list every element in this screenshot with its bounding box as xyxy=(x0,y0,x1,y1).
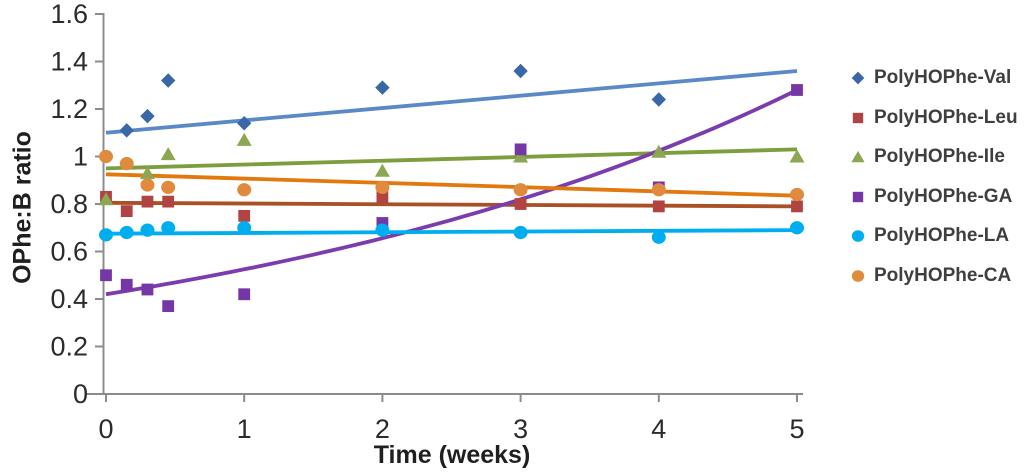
data-point-polyhophe-ga xyxy=(238,288,251,301)
data-point-polyhophe-leu xyxy=(791,200,803,213)
trend-line-polyhophe-ca xyxy=(105,172,798,198)
data-point-polyhophe-ga xyxy=(162,300,175,313)
data-point-polyhophe-ile xyxy=(236,132,252,146)
data-point-polyhophe-la xyxy=(161,221,176,235)
x-tick-label: 5 xyxy=(789,414,804,444)
data-point-polyhophe-la xyxy=(790,221,804,235)
data-point-polyhophe-la xyxy=(513,225,528,240)
data-point-polyhophe-leu xyxy=(120,205,133,218)
legend-marker-square-icon xyxy=(852,112,864,123)
data-point-polyhophe-ile xyxy=(513,149,529,163)
data-point-polyhophe-ga xyxy=(514,143,527,156)
data-point-polyhophe-ca xyxy=(99,149,113,164)
data-point-polyhophe-ca xyxy=(140,178,155,192)
data-point-polyhophe-val xyxy=(513,63,528,79)
data-point-polyhophe-ga xyxy=(100,269,112,282)
data-point-polyhophe-ca xyxy=(513,183,528,197)
legend-label: PolyHOPhe-CA xyxy=(874,264,1012,286)
data-point-polyhophe-ile xyxy=(651,144,667,158)
legend-label: PolyHOPhe-LA xyxy=(874,225,1010,246)
data-point-polyhophe-ca xyxy=(651,183,666,197)
data-point-polyhophe-leu xyxy=(141,195,154,208)
data-point-polyhophe-ca xyxy=(375,180,390,194)
y-tick-label: 0 xyxy=(73,379,88,409)
legend-item-polyhophe-ile: PolyHOPhe-Ile xyxy=(849,145,1018,169)
y-axis-title: OPhe:B ratio xyxy=(8,131,37,284)
data-point-polyhophe-ga xyxy=(791,84,803,96)
legend-marker-shape xyxy=(852,112,864,123)
data-point-polyhophe-ga xyxy=(120,278,133,291)
data-point-polyhophe-la xyxy=(99,228,113,242)
data-point-polyhophe-val xyxy=(651,92,666,107)
data-point-polyhophe-val xyxy=(160,73,176,88)
data-point-polyhophe-la xyxy=(119,225,134,240)
data-point-polyhophe-ca xyxy=(237,183,252,197)
data-point-polyhophe-la xyxy=(375,223,390,237)
legend-item-polyhophe-val: PolyHOPhe-Val xyxy=(849,66,1018,90)
y-tick-label: 1.2 xyxy=(50,94,88,124)
legend-label: PolyHOPhe-Val xyxy=(874,67,1012,88)
legend-label: PolyHOPhe-Leu xyxy=(874,106,1018,128)
legend-marker-shape xyxy=(851,269,865,282)
legend-marker-shape xyxy=(851,150,865,163)
legend-marker-circle-icon xyxy=(851,230,865,242)
data-point-polyhophe-leu xyxy=(162,195,175,208)
data-point-polyhophe-la xyxy=(237,221,252,235)
legend-marker-circle-icon xyxy=(851,269,865,282)
trend-line-polyhophe-val xyxy=(105,69,798,135)
legend-item-polyhophe-ca: PolyHOPhe-CA xyxy=(849,264,1018,288)
legend-label: PolyHOPhe-Ile xyxy=(874,146,1005,167)
x-tick-label: 2 xyxy=(375,414,390,444)
y-tick-label: 0.4 xyxy=(50,284,88,314)
trend-line-polyhophe-ga xyxy=(105,88,798,297)
legend: PolyHOPhe-Val PolyHOPhe-Leu PolyHOPhe-Ile P… xyxy=(849,66,1018,288)
data-point-polyhophe-la xyxy=(651,230,666,244)
data-point-polyhophe-val xyxy=(237,116,252,131)
data-point-polyhophe-ca xyxy=(161,180,176,194)
data-point-polyhophe-ile xyxy=(374,163,390,177)
legend-item-polyhophe-ga: PolyHOPhe-GA xyxy=(849,185,1018,209)
legend-marker-triangle-icon xyxy=(851,150,865,163)
trend-line-polyhophe-la xyxy=(105,228,798,236)
data-point-polyhophe-ga xyxy=(141,283,154,296)
y-tick-label: 1 xyxy=(73,142,88,172)
y-tick-label: 0.2 xyxy=(50,332,88,362)
y-tick-label: 1.4 xyxy=(50,47,88,77)
x-axis-title: Time (weeks) xyxy=(373,441,531,469)
legend-marker-diamond-icon xyxy=(851,71,865,85)
data-point-polyhophe-val xyxy=(375,80,390,95)
trend-line-polyhophe-leu xyxy=(105,200,798,209)
legend-marker-shape xyxy=(852,191,864,202)
y-tick-label: 0.6 xyxy=(50,237,88,267)
trend-line-polyhophe-ile xyxy=(105,147,798,171)
data-point-polyhophe-la xyxy=(140,223,155,237)
data-point-polyhophe-ile xyxy=(789,149,805,163)
data-point-polyhophe-ile xyxy=(160,147,176,161)
legend-label: PolyHOPhe-GA xyxy=(874,185,1013,207)
legend-item-polyhophe-la: PolyHOPhe-LA xyxy=(849,224,1018,248)
data-point-polyhophe-ca xyxy=(790,187,804,202)
data-point-polyhophe-ga xyxy=(376,217,389,229)
legend-marker-shape xyxy=(851,71,865,85)
legend-marker-shape xyxy=(851,230,865,242)
y-tick-label: 1.6 xyxy=(50,0,88,29)
x-tick-label: 3 xyxy=(513,414,528,444)
x-tick-label: 0 xyxy=(98,414,113,444)
data-point-polyhophe-val xyxy=(140,108,155,124)
y-tick-label: 0.8 xyxy=(50,189,88,219)
legend-marker-square-icon xyxy=(852,191,864,202)
legend-item-polyhophe-leu: PolyHOPhe-Leu xyxy=(849,106,1018,130)
data-point-polyhophe-ile xyxy=(98,192,114,206)
data-point-polyhophe-leu xyxy=(238,209,251,222)
x-tick-label: 4 xyxy=(651,414,666,444)
data-point-polyhophe-leu xyxy=(652,200,665,213)
x-tick-label: 1 xyxy=(237,414,252,444)
data-point-polyhophe-ile xyxy=(139,166,155,180)
data-point-polyhophe-val xyxy=(119,123,134,138)
data-point-polyhophe-ca xyxy=(119,157,134,171)
data-point-polyhophe-leu xyxy=(514,198,527,210)
data-point-polyhophe-leu xyxy=(376,190,389,203)
